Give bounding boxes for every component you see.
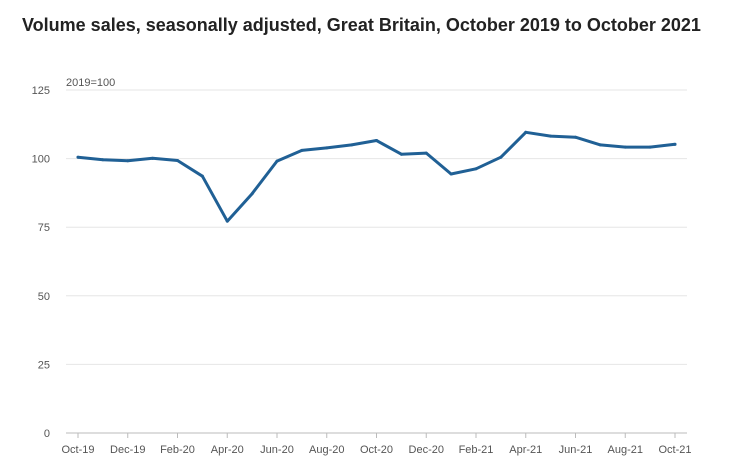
data-point [524, 130, 528, 134]
x-axis-ticks: Oct-19 Dec-19 Feb-20 Apr-20 Jun-20 Aug-20 Oct-… [61, 433, 692, 456]
data-point [225, 219, 229, 223]
y-axis-ticks: 0 25 50 75 100 125 [32, 85, 50, 440]
x-tick-label: Oct-19 [61, 444, 94, 456]
y-tick-label: 125 [32, 85, 50, 97]
x-tick-label: Oct-21 [658, 444, 691, 456]
x-tick-label: Feb-20 [160, 444, 195, 456]
y-tick-label: 0 [44, 428, 50, 440]
data-point [151, 156, 155, 160]
x-tick-label: Apr-20 [211, 444, 244, 456]
data-point [623, 145, 627, 149]
x-tick-label: Jun-20 [260, 444, 294, 456]
data-point [325, 146, 329, 150]
data-point [673, 142, 677, 146]
data-point [648, 145, 652, 149]
data-point [474, 167, 478, 171]
x-tick-label: Aug-21 [608, 444, 643, 456]
x-tick-label: Aug-20 [309, 444, 344, 456]
x-tick-label: Feb-21 [459, 444, 494, 456]
data-point [424, 151, 428, 155]
data-point [101, 158, 105, 162]
data-point [574, 135, 577, 139]
y-tick-label: 50 [38, 291, 50, 303]
data-point [399, 152, 403, 156]
data-point [499, 155, 503, 159]
data-point [275, 159, 279, 163]
x-tick-label: Apr-21 [509, 444, 542, 456]
x-tick-label: Oct-20 [360, 444, 393, 456]
data-point [375, 138, 378, 142]
data-point [300, 148, 304, 152]
series-line [76, 130, 677, 223]
x-tick-label: Dec-20 [409, 444, 444, 456]
y-tick-label: 75 [38, 222, 50, 234]
y-tick-label: 100 [32, 154, 50, 166]
data-point [200, 174, 204, 178]
data-point [176, 159, 179, 163]
data-point [126, 159, 130, 163]
chart-title: Volume sales, seasonally adjusted, Great… [22, 15, 701, 35]
data-point [449, 172, 453, 176]
unit-label: 2019=100 [66, 77, 115, 89]
data-point [350, 143, 354, 147]
x-tick-label: Jun-21 [559, 444, 593, 456]
x-tick-label: Dec-19 [110, 444, 145, 456]
data-point [76, 155, 80, 159]
y-tick-label: 25 [38, 359, 50, 371]
data-point [598, 143, 602, 147]
data-point [549, 134, 553, 138]
data-point [250, 192, 254, 196]
series-lines [76, 130, 677, 223]
